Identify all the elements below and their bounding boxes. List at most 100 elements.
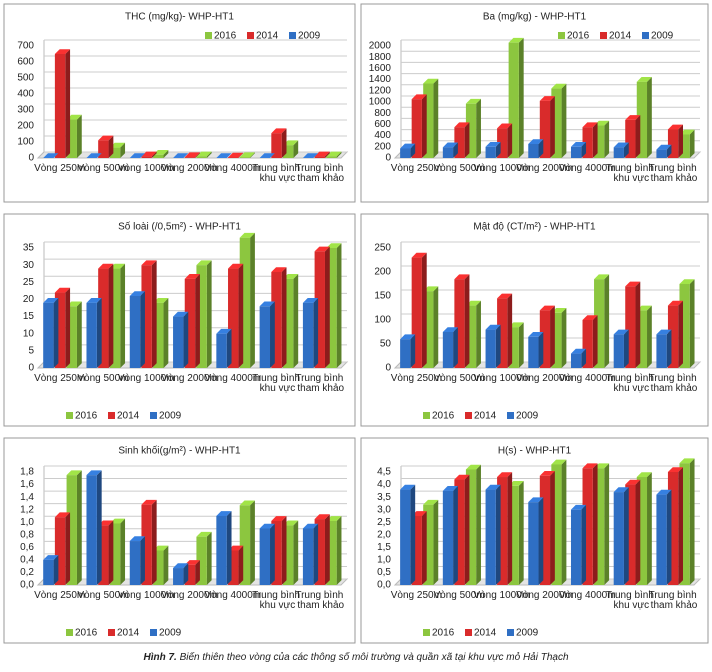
bar-side (539, 332, 544, 368)
legend-swatch (465, 412, 472, 419)
legend-label: 2009 (298, 31, 321, 42)
bar (528, 337, 538, 368)
legend-label: 2009 (516, 628, 539, 639)
y-tick-label: 700 (17, 41, 34, 52)
y-tick-label: 1,0 (377, 555, 391, 566)
bar-side (109, 521, 114, 585)
y-tick-label: 100 (374, 315, 391, 326)
bar-side (207, 532, 212, 585)
bar-side (227, 511, 232, 585)
bar-side (433, 79, 438, 158)
bar-side (54, 298, 59, 368)
legend-swatch (600, 32, 607, 39)
bar-side (164, 546, 169, 585)
legend-swatch (558, 32, 565, 39)
y-tick-label: 15 (23, 311, 35, 322)
chart: THC (mg/kg)- WHP-HT101002003004005006007… (4, 4, 355, 202)
bar (528, 144, 538, 158)
legend-swatch (66, 412, 73, 419)
bar (486, 330, 496, 368)
y-tick-label: 1400 (369, 74, 392, 85)
caption-text: Biến thiên theo vòng của các thông số mô… (180, 651, 569, 663)
bar (260, 529, 270, 586)
legend-swatch (507, 629, 514, 636)
x-tick-label: Trung bình khu vực (606, 590, 654, 611)
legend-swatch (150, 629, 157, 636)
bar (141, 156, 151, 158)
bar-side (647, 77, 652, 158)
chart-title: Mật độ (CT/m²) - WHP-HT1 (473, 222, 596, 233)
bar-side (152, 260, 157, 368)
legend-swatch (247, 32, 254, 39)
legend-label: 2009 (651, 31, 674, 42)
bar-side (183, 312, 188, 368)
bar-side (54, 555, 59, 585)
bar-side (604, 463, 609, 585)
legend-label: 2016 (432, 628, 455, 639)
bar (43, 303, 53, 368)
bar-side (65, 49, 70, 158)
legend-label: 2009 (159, 411, 182, 422)
bar (528, 502, 538, 585)
bar (656, 150, 666, 158)
bar-side (690, 130, 695, 158)
bar-side (433, 500, 438, 585)
bar-side (519, 322, 524, 368)
bar (315, 156, 325, 158)
bar-side (465, 274, 470, 368)
bar-side (476, 465, 481, 585)
bar (216, 334, 226, 368)
bar-side (238, 264, 243, 368)
x-tick-label: Trung bình tham khảo (648, 590, 698, 611)
bar-side (140, 291, 145, 368)
x-tick-label: Trung bình tham khảo (648, 373, 698, 394)
bar-side (313, 298, 318, 368)
bar-side (325, 247, 330, 368)
x-tick-label: Trung bình khu vực (252, 373, 300, 394)
y-tick-label: 300 (17, 105, 34, 116)
bar-side (507, 294, 512, 368)
bar-side (624, 330, 629, 368)
bar (400, 339, 410, 368)
legend-swatch (205, 32, 212, 39)
bar (400, 490, 410, 585)
bar-side (635, 282, 640, 368)
bar-side (667, 490, 672, 585)
bar (656, 334, 666, 368)
bar-side (282, 267, 287, 368)
bar (443, 491, 453, 585)
bar-side (678, 301, 683, 368)
bar-side (476, 99, 481, 158)
bar-side (476, 301, 481, 368)
bar-side (507, 124, 512, 158)
bar-side (667, 330, 672, 368)
y-tick-label: 5 (28, 345, 34, 356)
bar-side (550, 96, 555, 158)
y-tick-label: 2,0 (377, 529, 391, 540)
bar-side (293, 521, 298, 585)
bar-side (647, 306, 652, 368)
bar-side (453, 327, 458, 368)
legend-swatch (423, 629, 430, 636)
y-tick-label: 0,4 (20, 555, 34, 566)
bar-side (593, 315, 598, 368)
bar-side (164, 298, 169, 368)
bar-side (635, 480, 640, 585)
bar-side (250, 233, 255, 368)
bar-side (140, 536, 145, 585)
bar-side (496, 485, 501, 585)
bar (98, 140, 108, 158)
caption: Hình 7. Biến thiên theo vòng của các thô… (143, 651, 568, 663)
bar (86, 303, 96, 368)
y-tick-label: 3,0 (377, 504, 391, 515)
bar-side (97, 298, 102, 368)
y-tick-label: 1200 (369, 85, 392, 96)
bar (614, 147, 624, 158)
y-tick-label: 600 (17, 57, 34, 68)
chart-title: Sinh khối(g/m²) - WHP-HT1 (118, 445, 241, 457)
legend-swatch (108, 629, 115, 636)
bar-side (238, 546, 243, 585)
bar-side (422, 511, 427, 585)
y-tick-label: 0,6 (20, 542, 34, 553)
